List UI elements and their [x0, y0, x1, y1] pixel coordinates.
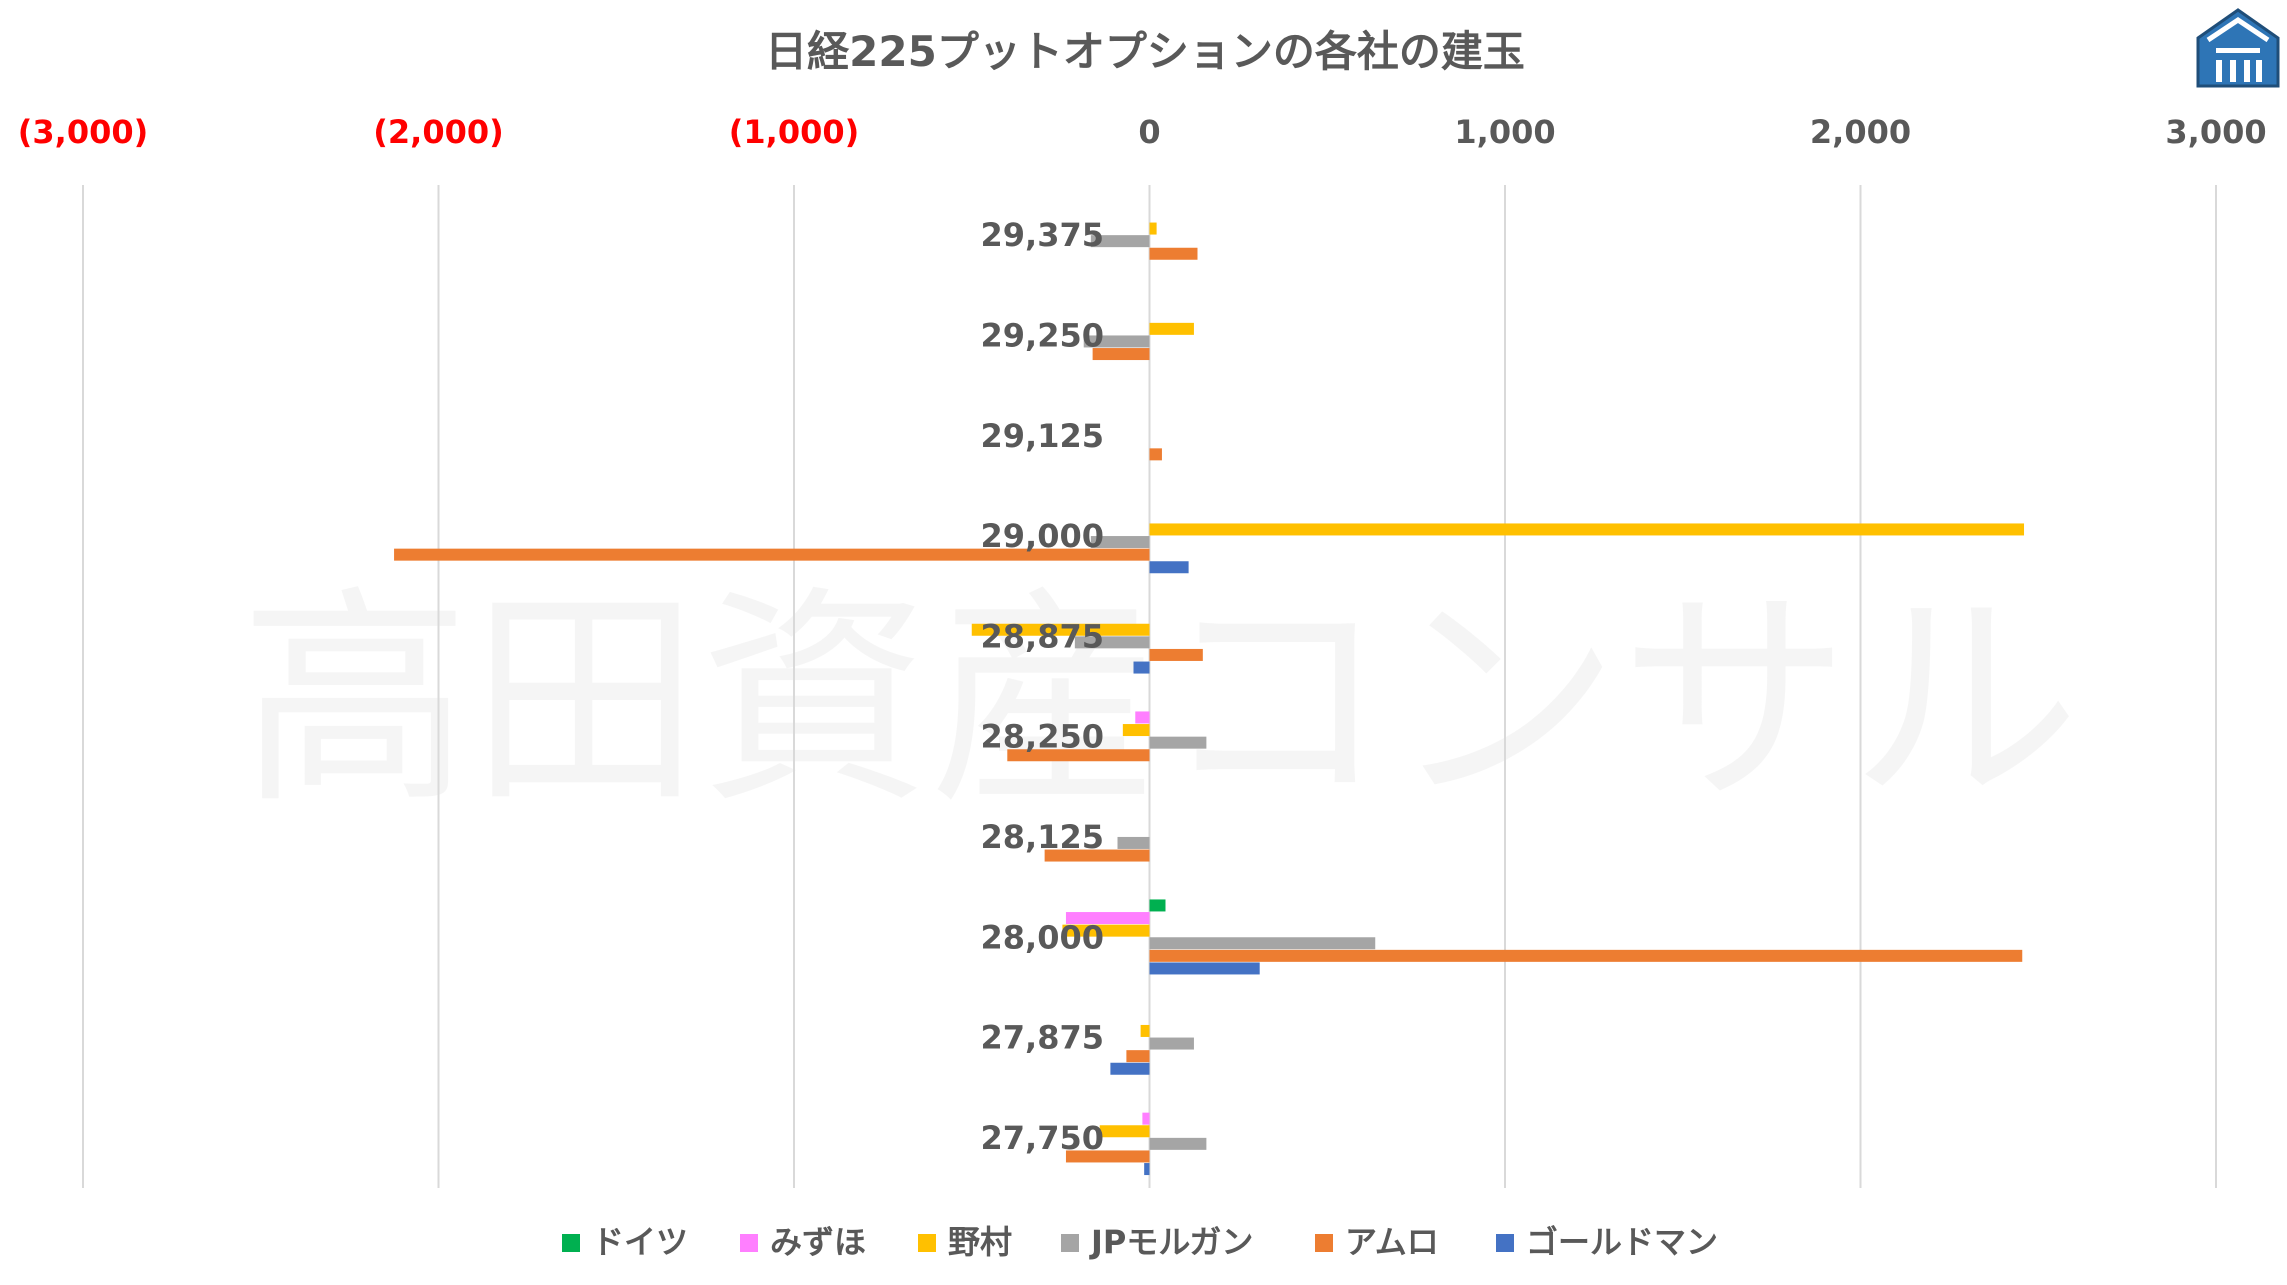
bar-3-8	[1062, 924, 1150, 937]
bar-2-6	[1135, 711, 1150, 724]
category-label: 28,000	[981, 918, 1104, 956]
bar-3-4	[1149, 523, 2025, 536]
bar-3-5	[971, 623, 1150, 636]
bar-5-8	[1149, 949, 2023, 962]
bar-1-8	[1149, 899, 1166, 912]
x-tick-label: 0	[1138, 113, 1160, 151]
x-tick-label: (3,000)	[18, 113, 148, 151]
watermark-text: 高田資産コンサル	[240, 568, 2080, 835]
legend-swatch	[740, 1234, 758, 1252]
bar-5-6	[1007, 749, 1150, 762]
category-label: 28,250	[981, 718, 1104, 756]
category-label: 29,250	[981, 316, 1104, 354]
bar-3-2	[1149, 322, 1194, 335]
bar-4-5	[1074, 636, 1150, 649]
bar-5-10	[1065, 1150, 1150, 1163]
bar-6-4	[1149, 561, 1189, 574]
legend-swatch	[1061, 1234, 1079, 1252]
legend-label: ゴールドマン	[1526, 1223, 1718, 1261]
bar-2-10	[1142, 1112, 1150, 1125]
legend-swatch	[1496, 1234, 1514, 1252]
bar-4-6	[1149, 736, 1207, 749]
category-label: 27,750	[981, 1119, 1104, 1157]
category-label: 29,125	[981, 417, 1104, 455]
bar-4-4	[1090, 536, 1150, 549]
bar-5-4	[394, 548, 1150, 561]
bar-5-2	[1092, 348, 1150, 361]
legend-label: 野村	[948, 1223, 1012, 1261]
category-label: 27,875	[981, 1019, 1104, 1057]
legend-label: みずほ	[770, 1223, 866, 1261]
category-label: 28,125	[981, 818, 1104, 856]
x-tick-label: 1,000	[1454, 113, 1555, 151]
bar-2-8	[1065, 912, 1150, 925]
legend-swatch	[1315, 1234, 1333, 1252]
bar-3-10	[1099, 1125, 1150, 1138]
bar-4-10	[1149, 1137, 1207, 1150]
bars-layer	[394, 222, 2025, 1176]
bar-5-5	[1149, 648, 1203, 661]
legend-label: ドイツ	[592, 1223, 688, 1261]
legend-label: JPモルガン	[1089, 1223, 1253, 1261]
x-tick-label: (2,000)	[373, 113, 503, 151]
legend-swatch	[562, 1234, 580, 1252]
bar-6-8	[1149, 962, 1260, 975]
bar-4-8	[1149, 937, 1376, 950]
bar-4-7	[1117, 836, 1150, 849]
bar-3-9	[1140, 1024, 1150, 1037]
x-tick-label: (1,000)	[729, 113, 859, 151]
category-label: 29,000	[981, 517, 1104, 555]
bar-6-5	[1133, 661, 1150, 674]
bar-5-1	[1149, 247, 1198, 260]
bar-5-9	[1126, 1050, 1150, 1063]
bar-3-1	[1149, 222, 1157, 235]
legend-label: アムロ	[1345, 1223, 1439, 1261]
bar-6-10	[1144, 1163, 1150, 1176]
chart-title: 日経225プットオプションの各社の建玉	[765, 27, 1525, 76]
bar-4-1	[1090, 235, 1150, 248]
bar-4-2	[1083, 335, 1150, 348]
x-tick-label: 2,000	[1810, 113, 1911, 151]
category-label: 28,875	[981, 617, 1104, 655]
bar-3-6	[1122, 724, 1150, 737]
bar-5-7	[1044, 849, 1150, 862]
bar-6-9	[1110, 1062, 1150, 1075]
legend-swatch	[918, 1234, 936, 1252]
bar-5-3	[1149, 448, 1162, 461]
shield-house-logo-icon	[2196, 8, 2280, 88]
x-tick-label: 3,000	[2165, 113, 2266, 151]
x-axis-ticks: (3,000) (2,000) (1,000) 0 1,000 2,000 3,000	[18, 113, 2267, 151]
category-label: 29,375	[981, 216, 1104, 254]
legend: ドイツ みずほ 野村 JPモルガン アムロ ゴールドマン	[562, 1223, 1718, 1261]
bar-4-9	[1149, 1037, 1194, 1050]
category-labels: 29,375 29,250 29,125 29,000 28,875 28,250 28,1…	[981, 216, 1104, 1157]
